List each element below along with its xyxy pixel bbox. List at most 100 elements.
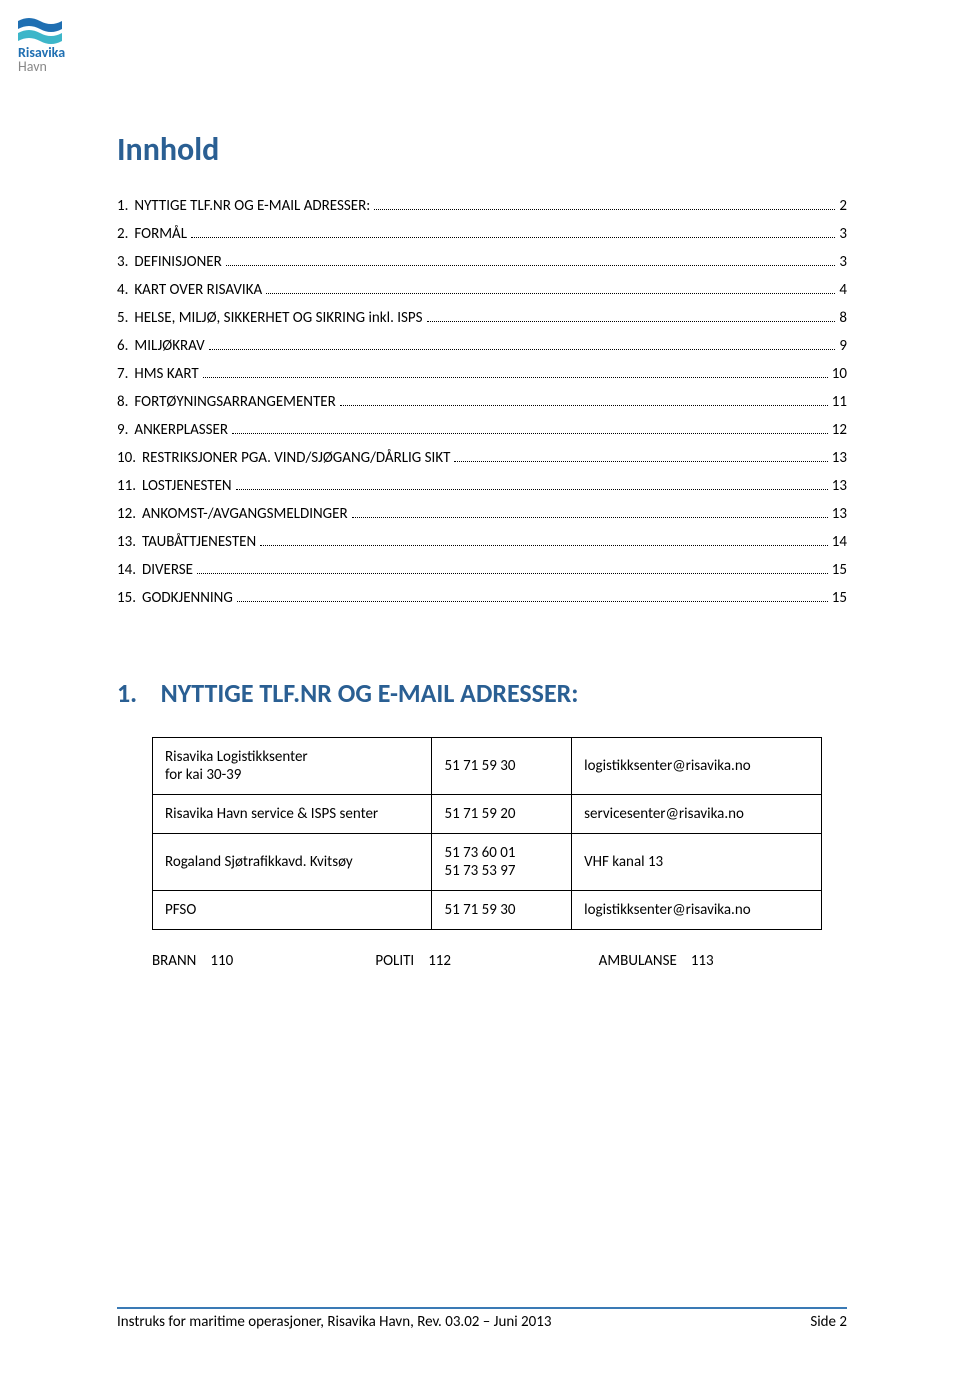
table-row: Risavika Havn service & ISPS senter51 71… — [153, 795, 822, 834]
toc-leader-dots — [191, 237, 835, 238]
toc-label: DIVERSE — [142, 561, 193, 579]
toc-page: 13 — [832, 477, 847, 495]
toc-page: 15 — [832, 561, 847, 579]
toc-row: 4.KART OVER RISAVIKA 4 — [117, 281, 847, 299]
section-1-title: NYTTIGE TLF.NR OG E-MAIL ADRESSER: — [161, 677, 579, 709]
toc-row: 9.ANKERPLASSER 12 — [117, 421, 847, 439]
toc-leader-dots — [236, 489, 828, 490]
toc-label: LOSTJENESTEN — [142, 477, 232, 495]
toc-label: NYTTIGE TLF.NR OG E-MAIL ADRESSER: — [134, 197, 370, 215]
table-row: Risavika Logistikksenterfor kai 30-3951 … — [153, 738, 822, 795]
page-content: Innhold 1.NYTTIGE TLF.NR OG E-MAIL ADRES… — [117, 130, 847, 970]
toc-leader-dots — [340, 405, 828, 406]
emergency-row: BRANN 110 POLITI 112 AMBULANSE 113 — [152, 952, 822, 970]
contact-phone: 51 71 59 30 — [432, 891, 572, 930]
toc-num: 3. — [117, 253, 134, 271]
toc-num: 10. — [117, 449, 142, 467]
toc-row: 10.RESTRIKSJONER PGA. VIND/SJØGANG/DÅRLI… — [117, 449, 847, 467]
contact-email: VHF kanal 13 — [572, 834, 822, 891]
toc-label: DEFINISJONER — [134, 253, 221, 271]
contact-email: logistikksenter@risavika.no — [572, 891, 822, 930]
toc-num: 4. — [117, 281, 134, 299]
toc-page: 9 — [839, 337, 847, 355]
emergency-label: AMBULANSE — [599, 952, 677, 970]
page-title: Innhold — [117, 130, 847, 169]
toc-label: RESTRIKSJONER PGA. VIND/SJØGANG/DÅRLIG S… — [142, 449, 450, 467]
toc-num: 5. — [117, 309, 134, 327]
toc-label: MILJØKRAV — [134, 337, 204, 355]
toc-page: 2 — [839, 197, 847, 215]
toc-leader-dots — [237, 601, 828, 602]
contact-name: Rogaland Sjøtrafikkavd. Kvitsøy — [153, 834, 432, 891]
toc-row: 1.NYTTIGE TLF.NR OG E-MAIL ADRESSER: 2 — [117, 197, 847, 215]
toc-num: 1. — [117, 197, 134, 215]
toc-label: TAUBÅTTJENESTEN — [142, 533, 256, 551]
toc-row: 5.HELSE, MILJØ, SIKKERHET OG SIKRING ink… — [117, 309, 847, 327]
contact-email: servicesenter@risavika.no — [572, 795, 822, 834]
emergency-label: POLITI — [375, 952, 414, 970]
emergency-item: AMBULANSE 113 — [599, 952, 822, 970]
toc-row: 6.MILJØKRAV 9 — [117, 337, 847, 355]
toc-page: 8 — [839, 309, 847, 327]
toc-row: 15.GODKJENNING15 — [117, 589, 847, 607]
section-1-num: 1. — [117, 677, 137, 709]
toc-page: 4 — [839, 281, 847, 299]
logo-flag-icon — [18, 18, 62, 42]
table-row: PFSO51 71 59 30logistikksenter@risavika.… — [153, 891, 822, 930]
toc-num: 13. — [117, 533, 142, 551]
toc-num: 8. — [117, 393, 134, 411]
toc-label: HMS KART — [134, 365, 198, 383]
toc-leader-dots — [260, 545, 828, 546]
toc-leader-dots — [197, 573, 828, 574]
toc-leader-dots — [203, 377, 828, 378]
toc-num: 2. — [117, 225, 134, 243]
footer-left: Instruks for maritime operasjoner, Risav… — [117, 1313, 551, 1331]
table-row: Rogaland Sjøtrafikkavd. Kvitsøy51 73 60 … — [153, 834, 822, 891]
toc-label: FORMÅL — [134, 225, 187, 243]
toc-num: 6. — [117, 337, 134, 355]
contact-phone: 51 71 59 30 — [432, 738, 572, 795]
emergency-number: 112 — [428, 952, 451, 970]
toc-row: 3.DEFINISJONER 3 — [117, 253, 847, 271]
toc-num: 7. — [117, 365, 134, 383]
toc-row: 2.FORMÅL3 — [117, 225, 847, 243]
table-of-contents: 1.NYTTIGE TLF.NR OG E-MAIL ADRESSER: 2 2.F… — [117, 197, 847, 607]
toc-row: 13.TAUBÅTTJENESTEN14 — [117, 533, 847, 551]
toc-num: 12. — [117, 505, 142, 523]
page-footer: Instruks for maritime operasjoner, Risav… — [117, 1307, 847, 1331]
toc-label: HELSE, MILJØ, SIKKERHET OG SIKRING inkl.… — [134, 309, 422, 327]
emergency-label: BRANN — [152, 952, 196, 970]
toc-page: 13 — [832, 449, 847, 467]
section-1-heading: 1. NYTTIGE TLF.NR OG E-MAIL ADRESSER: — [117, 677, 847, 709]
toc-label: ANKERPLASSER — [134, 421, 228, 439]
emergency-item: POLITI 112 — [375, 952, 598, 970]
toc-leader-dots — [374, 209, 835, 210]
toc-row: 8.FORTØYNINGSARRANGEMENTER11 — [117, 393, 847, 411]
emergency-number: 110 — [210, 952, 233, 970]
toc-num: 9. — [117, 421, 134, 439]
toc-page: 3 — [839, 253, 847, 271]
toc-page: 12 — [832, 421, 847, 439]
toc-page: 11 — [832, 393, 847, 411]
toc-leader-dots — [232, 433, 828, 434]
contact-phone: 51 71 59 20 — [432, 795, 572, 834]
toc-row: 12.ANKOMST-/AVGANGSMELDINGER 13 — [117, 505, 847, 523]
contact-name: Risavika Logistikksenterfor kai 30-39 — [153, 738, 432, 795]
emergency-item: BRANN 110 — [152, 952, 375, 970]
toc-leader-dots — [427, 321, 836, 322]
toc-leader-dots — [209, 349, 836, 350]
toc-label: KART OVER RISAVIKA — [134, 281, 262, 299]
contacts-table: Risavika Logistikksenterfor kai 30-3951 … — [152, 737, 822, 930]
toc-page: 10 — [832, 365, 847, 383]
toc-page: 13 — [832, 505, 847, 523]
emergency-number: 113 — [691, 952, 714, 970]
footer-right: Side 2 — [810, 1313, 847, 1331]
toc-num: 15. — [117, 589, 142, 607]
toc-row: 7.HMS KART 10 — [117, 365, 847, 383]
toc-num: 11. — [117, 477, 142, 495]
contact-phone: 51 73 60 0151 73 53 97 — [432, 834, 572, 891]
toc-leader-dots — [266, 293, 835, 294]
toc-leader-dots — [352, 517, 828, 518]
contact-email: logistikksenter@risavika.no — [572, 738, 822, 795]
toc-label: ANKOMST-/AVGANGSMELDINGER — [142, 505, 348, 523]
